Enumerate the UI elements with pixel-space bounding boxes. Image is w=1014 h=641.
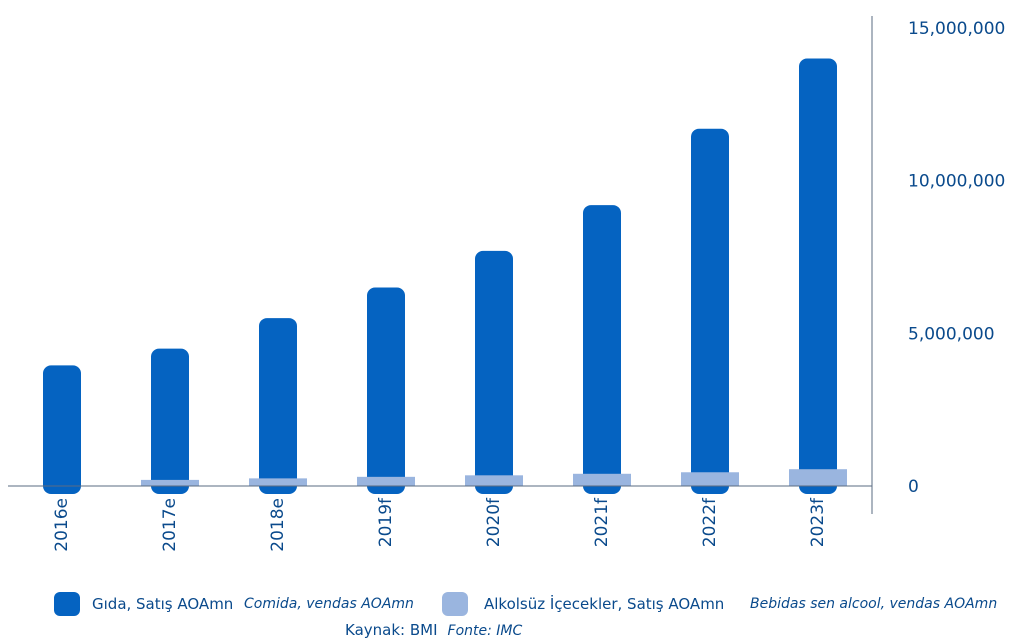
bar-soft-drinks-2023f [789,469,847,486]
source-alt-label: Fonte: IMC [447,623,523,639]
source-note: Kaynak: BMI Fonte: IMC [345,620,522,641]
legend-swatch-soft-drinks [442,592,468,616]
bar-food-2023f [799,58,837,495]
bar-food-2019f [367,287,405,494]
legend-label-soft-drinks: Alkolsüz İçecekler, Satış AOAmn [484,595,725,613]
legend-label-food: Gıda, Satış AOAmn [92,595,234,613]
y-tick-labels: 0 5,000,000 10,000,000 15,000,000 [908,19,1005,497]
bar-chart: 0 5,000,000 10,000,000 15,000,000 2016e 2017… [8,16,1005,552]
y-tick-label: 5,000,000 [908,324,995,344]
x-tick-label: 2020f [484,497,504,547]
legend-swatch-food [54,592,80,616]
bar-food-2018e [259,318,297,494]
bar-food-2017e [151,348,189,494]
y-tick-label: 10,000,000 [908,172,1005,192]
bar-food-2016e [43,365,81,494]
bar-soft-drinks-2021f [573,473,631,486]
bar-food-2021f [583,205,621,495]
bar-soft-drinks-2017e [141,479,199,486]
bar-soft-drinks-2022f [681,472,739,486]
x-tick-label: 2022f [700,497,720,547]
bar-soft-drinks-2020f [465,475,523,486]
x-tick-label: 2017e [160,498,180,552]
x-tick-label: 2019f [376,497,396,547]
x-tick-label: 2018e [268,498,288,552]
legend-alt-label-food: Comida, vendas AOAmn [244,596,414,612]
bar-food-2020f [475,250,513,494]
x-tick-label: 2023f [808,497,828,547]
source-label: Kaynak: BMI [345,621,438,639]
x-category-labels: 2016e 2017e 2018e 2019f 2020f 2021f 2022f 2023f [52,497,828,552]
legend-alt-label-soft-drinks: Bebidas sen alcool, vendas AOAmn [750,596,998,612]
x-tick-label: 2021f [592,497,612,547]
bar-food-2022f [691,128,729,494]
bars-group [43,58,847,495]
bar-soft-drinks-2018e [249,478,307,486]
bar-soft-drinks-2019f [357,476,415,486]
x-tick-label: 2016e [52,498,72,552]
y-tick-label: 15,000,000 [908,19,1005,39]
legend: Gıda, Satış AOAmn Comida, vendas AOAmn A… [0,590,1014,620]
y-tick-label: 0 [908,477,919,497]
